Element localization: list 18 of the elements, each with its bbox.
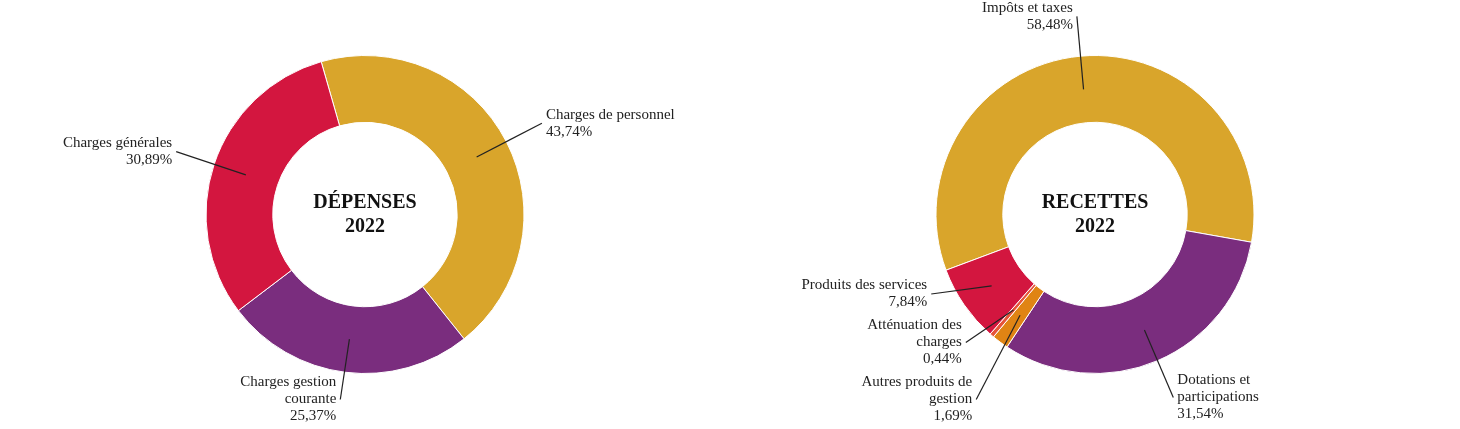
- slice-label: Charges gestion courante: [240, 373, 337, 407]
- slice-label: Impôts et taxes: [982, 0, 1074, 15]
- data-label: 1,69%: [933, 407, 973, 424]
- slice-label: Autres produits de gestion: [861, 373, 973, 407]
- data-label: 7,84%: [888, 293, 928, 310]
- text: DÉPENSES 2022: [313, 189, 417, 236]
- data-label: 0,44%: [923, 350, 962, 367]
- slice-label: Dotations et participations: [1177, 371, 1260, 405]
- data-label: 43,74%: [545, 122, 593, 139]
- slice-label: Produits des services: [801, 276, 928, 293]
- data-label: 31,54%: [1177, 405, 1224, 422]
- data-label: 58,48%: [1026, 15, 1073, 32]
- slice-label: Atténuation des charges: [867, 316, 962, 350]
- slice-label: Charges générales: [62, 134, 173, 151]
- data-label: 25,37%: [290, 407, 337, 424]
- data-label: 30,89%: [125, 151, 173, 168]
- text: RECETTES 2022: [1041, 189, 1149, 236]
- slice-label: Charges de personnel: [545, 105, 675, 122]
